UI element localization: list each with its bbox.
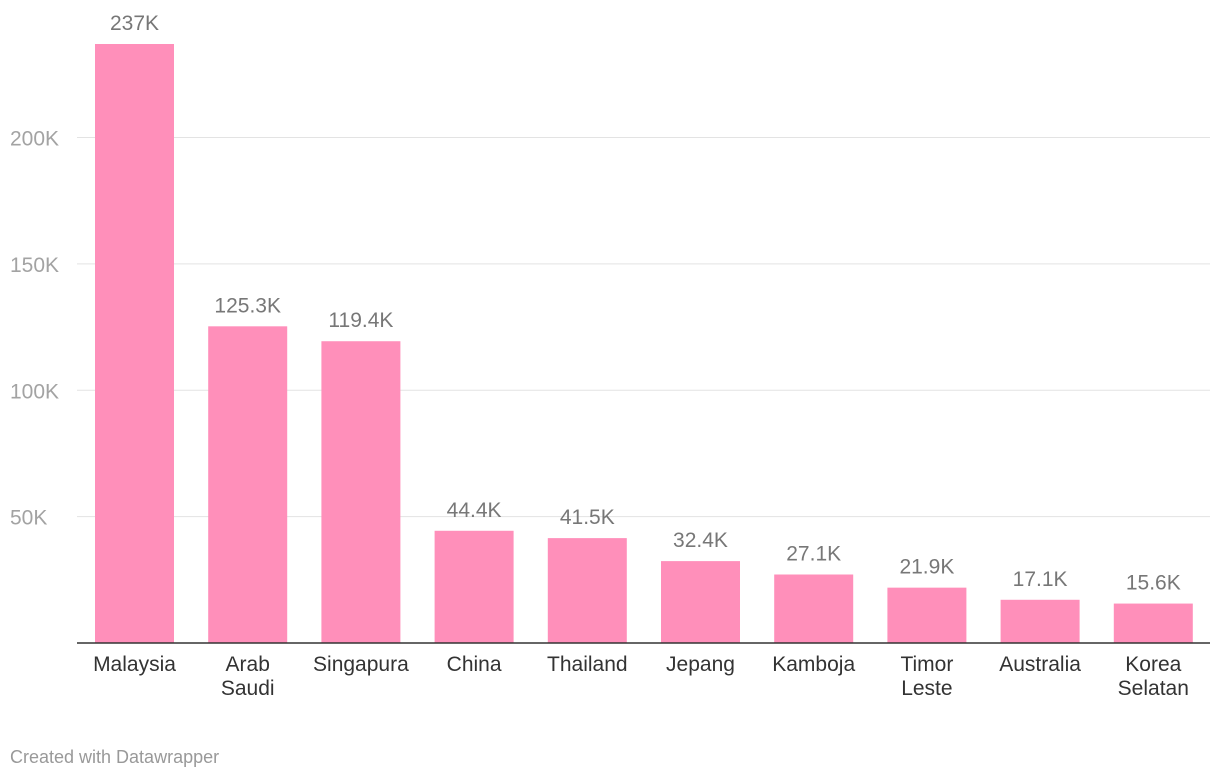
x-label-line: Saudi [221, 677, 275, 700]
x-label-line: Arab [226, 653, 270, 676]
bar-timor-leste [887, 587, 967, 643]
bar-singapura [321, 341, 401, 643]
x-label-timor-leste: Timor Leste [900, 653, 953, 700]
x-label-line: Kamboja [772, 653, 855, 676]
credit-text: Created with Datawrapper [10, 747, 219, 767]
x-label-line: China [447, 653, 502, 676]
value-label-kamboja: 27.1K [786, 543, 841, 566]
x-label-line: Selatan [1118, 677, 1189, 700]
x-label-thailand: Thailand [547, 653, 628, 676]
y-axis-ticks: 50K 100K 150K 200K [10, 128, 59, 530]
value-label-australia: 17.1K [1013, 568, 1068, 591]
y-tick-label: 100K [10, 380, 59, 403]
value-label-china: 44.4K [447, 499, 502, 522]
x-axis-labels: Malaysia Arab Saudi Singapura China Thailand J… [93, 653, 1189, 700]
x-label-singapura: Singapura [313, 653, 409, 676]
bar-malaysia [95, 44, 174, 643]
bar-arab-saudi [208, 326, 288, 643]
y-tick-label: 150K [10, 254, 59, 277]
x-label-line: Korea [1125, 653, 1181, 676]
x-label-korea-selatan: Korea Selatan [1118, 653, 1189, 700]
x-label-line: Leste [901, 677, 952, 700]
x-label-kamboja: Kamboja [772, 653, 855, 676]
x-label-line: Timor [900, 653, 953, 676]
value-label-singapura: 119.4K [328, 309, 393, 332]
bar-china [434, 530, 514, 643]
x-label-line: Australia [999, 653, 1081, 676]
value-label-arab-saudi: 125.3K [214, 294, 281, 317]
value-label-thailand: 41.5K [560, 506, 615, 529]
x-label-line: Singapura [313, 653, 409, 676]
value-label-timor-leste: 21.9K [899, 556, 954, 579]
bar-australia [1000, 599, 1080, 643]
x-label-china: China [447, 653, 502, 676]
value-label-korea-selatan: 15.6K [1126, 572, 1181, 595]
x-label-line: Thailand [547, 653, 628, 676]
x-label-malaysia: Malaysia [93, 653, 176, 676]
x-label-line: Jepang [666, 653, 735, 676]
bar-korea-selatan [1113, 603, 1193, 643]
x-label-line: Malaysia [93, 653, 176, 676]
x-label-arab-saudi: Arab Saudi [221, 653, 275, 700]
bar-thailand [547, 538, 627, 643]
x-label-jepang: Jepang [666, 653, 735, 676]
bars [95, 44, 1193, 643]
value-labels: 237K 125.3K 119.4K 44.4K 41.5K 32.4K 27.1K 21.9… [110, 12, 1181, 595]
bar-jepang [661, 561, 740, 643]
value-label-jepang: 32.4K [673, 529, 728, 552]
value-label-malaysia: 237K [110, 12, 159, 35]
bar-kamboja [774, 574, 854, 643]
x-label-australia: Australia [999, 653, 1081, 676]
y-tick-label: 200K [10, 128, 59, 151]
y-tick-label: 50K [10, 507, 47, 530]
